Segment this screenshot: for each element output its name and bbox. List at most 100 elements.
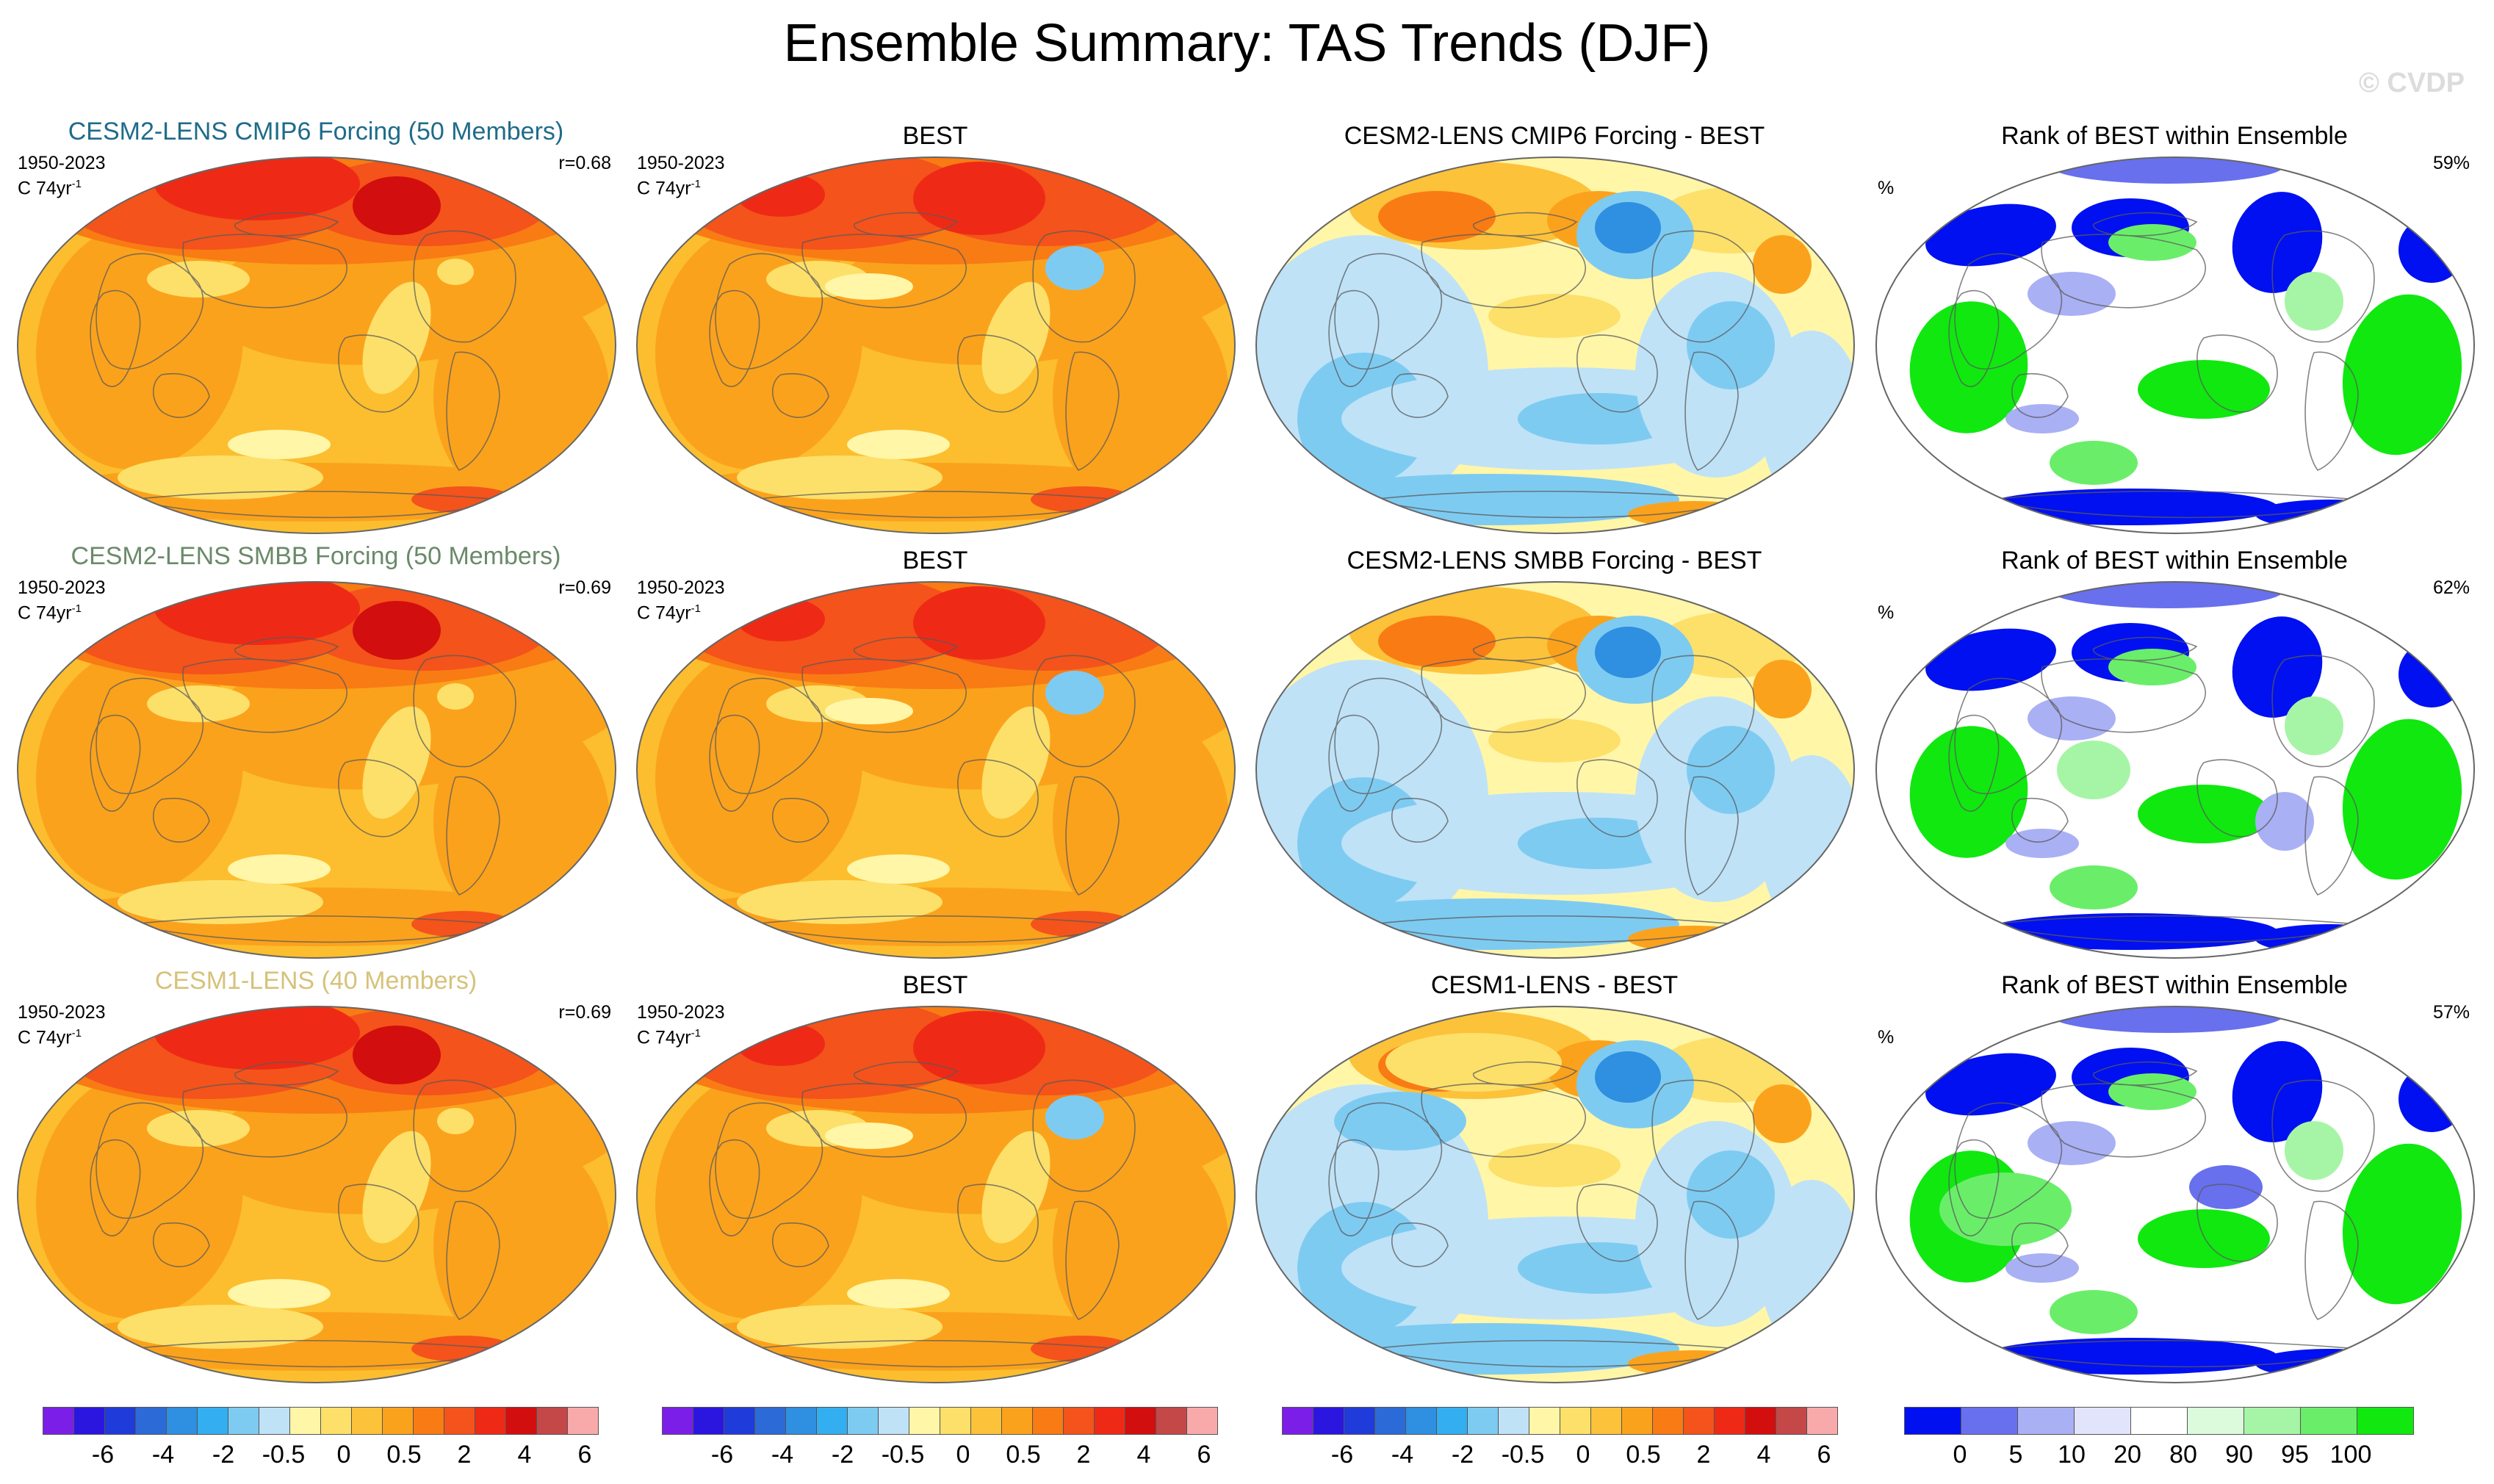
obs-title: BEST	[902, 971, 968, 999]
map-outline	[1875, 156, 2476, 534]
map-outline	[635, 156, 1236, 534]
trend-colorbar-2-label: 4	[1136, 1441, 1151, 1469]
trend-colorbar-3-label: -2	[1451, 1441, 1474, 1469]
trend-colorbar-3-label: 6	[1817, 1441, 1831, 1469]
rank-colorbar-labels: 0 5 10 20 80 90 95 100	[1904, 1441, 2407, 1477]
rank-colorbar-label: 10	[2058, 1441, 2086, 1469]
watermark: © CVDP	[2358, 68, 2465, 98]
trend-colorbar-2-swatch	[1156, 1407, 1187, 1435]
panel-ensemble-row-3: CESM1-LENS (40 Members) 1950-2023 C 74yr-1…	[7, 967, 624, 1393]
ensemble-period: 1950-2023	[18, 153, 106, 173]
trend-colorbar-2-label: 0.5	[1006, 1441, 1041, 1469]
coastlines	[1328, 212, 1755, 519]
trend-colorbar-2-swatch	[1094, 1407, 1125, 1435]
ensemble-map	[15, 154, 619, 536]
map-outline	[1875, 1006, 2476, 1383]
trend-colorbar-3-swatch	[1652, 1407, 1684, 1435]
rank-colorbar: 0 5 10 20 80 90 95 100	[1904, 1407, 2414, 1480]
trend-colorbar-2-swatch	[1125, 1407, 1156, 1435]
map-field	[1256, 1006, 1854, 1383]
rank-colorbar-swatch	[2074, 1407, 2131, 1435]
trend-colorbar-2-swatch	[940, 1407, 971, 1435]
trend-colorbar-1-swatch	[289, 1407, 321, 1435]
trend-colorbar-1-swatch	[135, 1407, 167, 1435]
trend-colorbar-2-swatch	[693, 1407, 724, 1435]
obs-units-text: C 74yr	[637, 1027, 691, 1048]
diff-title: CESM2-LENS SMBB Forcing - BEST	[1347, 547, 1762, 574]
map-field	[1876, 582, 2474, 958]
ensemble-units-exponent: -1	[71, 1027, 82, 1040]
obs-units-text: C 74yr	[637, 602, 691, 624]
trend-colorbar-1-swatch	[43, 1407, 74, 1435]
trend-colorbar-1-swatch	[536, 1407, 568, 1435]
trend-colorbar-3-label: -0.5	[1501, 1441, 1545, 1469]
trend-colorbar-1-label: 0	[336, 1441, 351, 1469]
trend-colorbar-2-label: -2	[831, 1441, 854, 1469]
trend-colorbar-1-swatch	[444, 1407, 475, 1435]
ensemble-units-text: C 74yr	[18, 178, 72, 199]
map-field	[1876, 157, 2474, 533]
panel-rank-row-1: Rank of BEST within Ensemble% 59%	[1866, 118, 2483, 544]
map-outline	[16, 156, 617, 534]
trend-colorbar-2-swatch	[878, 1407, 909, 1435]
rank-percent: 57%	[2432, 1002, 2470, 1023]
trend-colorbar-2-swatch	[754, 1407, 786, 1435]
trend-colorbar-1-swatch	[259, 1407, 290, 1435]
panel-diff-row-1: CESM2-LENS CMIP6 Forcing - BEST	[1246, 118, 1863, 544]
obs-units: C 74yr-1	[637, 598, 701, 624]
ensemble-title: CESM2-LENS SMBB Forcing (50 Members)	[71, 542, 561, 570]
obs-units-text: C 74yr	[637, 178, 691, 199]
trend-colorbar-3-swatch	[1590, 1407, 1622, 1435]
panel-obs-row-1: BEST 1950-2023 C 74yr-1	[627, 118, 1244, 544]
trend-colorbar-1-swatch	[351, 1407, 383, 1435]
trend-colorbar-1-swatch	[475, 1407, 506, 1435]
trend-colorbar-1-swatch	[413, 1407, 444, 1435]
trend-colorbar-2-swatch	[847, 1407, 879, 1435]
ensemble-units-exponent: -1	[71, 602, 82, 615]
trend-colorbar-1-swatch	[104, 1407, 136, 1435]
obs-title: BEST	[902, 547, 968, 574]
rank-map	[1873, 1004, 2477, 1386]
trend-colorbar-2-swatch	[1063, 1407, 1095, 1435]
trend-colorbar-1-label: -0.5	[262, 1441, 306, 1469]
trend-colorbar-3-swatch	[1436, 1407, 1468, 1435]
map-field	[18, 582, 616, 958]
trend-colorbar-1-swatch	[505, 1407, 537, 1435]
panel-diff-row-2: CESM2-LENS SMBB Forcing - BEST	[1246, 542, 1863, 968]
diff-map	[1253, 154, 1857, 536]
map-field	[637, 1006, 1235, 1383]
trend-colorbar-3-swatches	[1282, 1407, 1838, 1435]
ensemble-title: CESM2-LENS CMIP6 Forcing (50 Members)	[68, 118, 564, 145]
trend-colorbar-3-swatch	[1498, 1407, 1529, 1435]
trend-colorbar-3-swatch	[1467, 1407, 1499, 1435]
obs-period: 1950-2023	[637, 153, 725, 173]
panel-obs-row-3: BEST 1950-2023 C 74yr-1	[627, 967, 1244, 1393]
ensemble-correlation: r=0.69	[558, 577, 611, 598]
obs-units-exponent: -1	[691, 602, 701, 615]
panel-diff-row-3: CESM1-LENS - BEST	[1246, 967, 1863, 1393]
obs-units-exponent: -1	[691, 1027, 701, 1040]
obs-period: 1950-2023	[637, 1002, 725, 1023]
map-outline	[1255, 1006, 1856, 1383]
rank-colorbar-label: 5	[2008, 1441, 2023, 1469]
ensemble-period: 1950-2023	[18, 577, 106, 598]
page-title: Ensemble Summary: TAS Trends (DJF)	[783, 14, 1711, 73]
trend-colorbar-3-swatch	[1529, 1407, 1560, 1435]
ensemble-map	[15, 1004, 619, 1386]
rank-title: Rank of BEST within Ensemble	[2001, 122, 2348, 150]
trend-colorbar-2-swatch	[970, 1407, 1002, 1435]
panel-rank-row-2: Rank of BEST within Ensemble% 62%	[1866, 542, 2483, 968]
diff-title: CESM2-LENS CMIP6 Forcing - BEST	[1344, 122, 1765, 150]
trend-colorbar-1-label: -6	[91, 1441, 115, 1469]
rank-colorbar-swatch	[1961, 1407, 2018, 1435]
ensemble-correlation: r=0.69	[558, 1002, 611, 1023]
trend-colorbar-2-swatch	[1032, 1407, 1064, 1435]
panel-obs-row-2: BEST 1950-2023 C 74yr-1	[627, 542, 1244, 968]
trend-colorbar-2-swatch	[785, 1407, 817, 1435]
rank-unit: %	[1878, 602, 1895, 623]
rank-unit: %	[1878, 1027, 1895, 1048]
map-field	[18, 1006, 616, 1383]
obs-title: BEST	[902, 122, 968, 150]
trend-colorbar-2-swatch	[816, 1407, 848, 1435]
map-field	[1876, 1006, 2474, 1383]
